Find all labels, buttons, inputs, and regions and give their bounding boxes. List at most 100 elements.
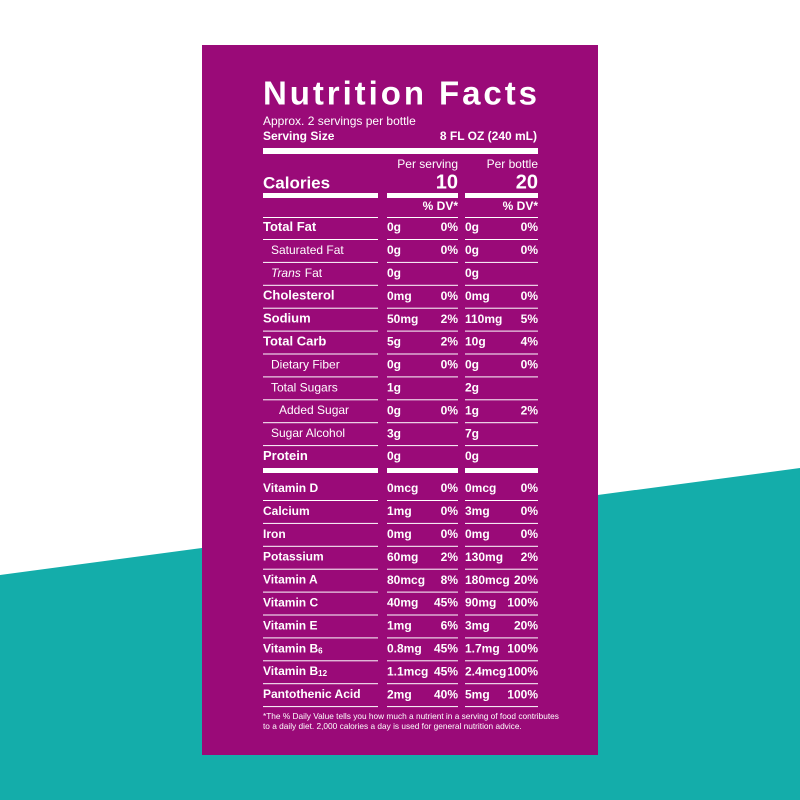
bottle-amount: 0g (465, 449, 479, 463)
row-label-sub: 12 (318, 669, 327, 678)
row-label: Sodium (263, 311, 311, 326)
rule (465, 683, 538, 685)
bottle-amount: 10g (465, 335, 486, 349)
serving-amount: 0mg (387, 289, 412, 303)
footnote: *The % Daily Value tells you how much a … (263, 711, 559, 721)
bottle-dv: 0% (521, 220, 539, 234)
rule (465, 591, 538, 593)
serving-dv: 2% (441, 312, 459, 326)
rule (263, 422, 378, 424)
bottle-amount: 3mg (465, 504, 490, 518)
rule (263, 399, 378, 401)
bottle-dv: 5% (521, 312, 539, 326)
row-label-text: Vitamin B (263, 664, 318, 678)
rule (387, 239, 458, 240)
serving-size-label: Serving Size (263, 129, 335, 143)
serving-amount: 0g (387, 243, 401, 257)
row-label-text: Vitamin C (263, 596, 318, 610)
calories-label: Calories (263, 173, 330, 192)
serving-dv: 0% (441, 504, 459, 518)
thick-rule (263, 148, 538, 154)
serving-amount: 0g (387, 220, 401, 234)
rule (387, 284, 458, 286)
serving-amount: 0g (387, 449, 401, 463)
rule (263, 568, 378, 570)
thick-rule (465, 193, 538, 198)
rule (263, 284, 378, 286)
bottle-dv: 20% (514, 619, 538, 633)
serving-amount: 0g (387, 358, 401, 372)
row-label: Protein (263, 448, 308, 463)
rule (387, 353, 458, 355)
rule (263, 614, 378, 616)
row-label: Added Sugar (279, 403, 349, 417)
serving-dv: 45% (434, 664, 458, 678)
serving-dv: 45% (434, 596, 458, 610)
bottle-amount: 0g (465, 243, 479, 257)
serving-dv: 45% (434, 641, 458, 655)
bottle-dv: 100% (507, 596, 538, 610)
row-label-text: Total Fat (263, 219, 317, 234)
thick-rule (387, 193, 458, 198)
servings: Approx. 2 servings per bottle (263, 114, 416, 128)
row-label-text: Pantothenic Acid (263, 687, 361, 701)
bottle-amount: 130mg (465, 550, 503, 564)
serving-dv: 0% (441, 403, 459, 417)
row-label: Vitamin E (263, 619, 317, 633)
serving-amount: 0g (387, 266, 401, 280)
rule (465, 307, 538, 309)
rule (387, 500, 458, 501)
rule (387, 261, 458, 263)
row-label: Vitamin A (263, 573, 318, 587)
bottle-dv: 100% (507, 664, 538, 678)
serving-amount: 0mcg (387, 481, 418, 495)
rule (263, 545, 378, 547)
row-label-text: Sugar Alcohol (271, 426, 345, 440)
row-label-text: Total Sugars (271, 380, 338, 394)
thick-rule (263, 193, 378, 198)
serving-amount: 40mg (387, 596, 418, 610)
rule (263, 217, 378, 218)
rule (263, 683, 378, 685)
rule (387, 422, 458, 424)
row-label: Total Sugars (271, 380, 338, 394)
bottle-dv: 2% (521, 403, 539, 417)
row-label-text: Potassium (263, 550, 324, 564)
row-label: Pantothenic Acid (263, 687, 361, 701)
thick-rule (387, 468, 458, 473)
row-label: Vitamin D (263, 481, 318, 495)
rule (263, 591, 378, 593)
calories-value: 10 (436, 171, 458, 193)
bottle-amount: 1g (465, 403, 479, 417)
bottle-dv: 0% (521, 527, 539, 541)
rule (263, 261, 378, 263)
bottle-amount: 180mcg (465, 573, 510, 587)
row-label: Potassium (263, 550, 324, 564)
row-label-text: Vitamin A (263, 573, 318, 587)
row-label: Total Carb (263, 334, 326, 349)
dv-header: % DV* (503, 199, 539, 213)
serving-dv: 0% (441, 481, 459, 495)
bottle-amount: 0g (465, 220, 479, 234)
rule (387, 522, 458, 524)
row-label-text: Vitamin B (263, 641, 318, 655)
serving-dv: 0% (441, 527, 459, 541)
bottle-amount: 5mg (465, 687, 490, 701)
row-label-text: Cholesterol (263, 288, 335, 303)
rule (465, 422, 538, 424)
rule (465, 239, 538, 240)
serving-dv: 40% (434, 687, 458, 701)
serving-amount: 3g (387, 426, 401, 440)
rule (263, 353, 378, 355)
dv-header: % DV* (423, 199, 459, 213)
calories-value: 20 (516, 171, 538, 193)
rule (263, 500, 378, 501)
rule (465, 500, 538, 501)
bottle-amount: 2g (465, 380, 479, 394)
rule (263, 445, 378, 447)
bottle-amount: 90mg (465, 596, 496, 610)
rule (263, 376, 378, 378)
rule (263, 637, 378, 639)
title: Nutrition Facts (263, 75, 537, 112)
thick-rule (465, 468, 538, 473)
